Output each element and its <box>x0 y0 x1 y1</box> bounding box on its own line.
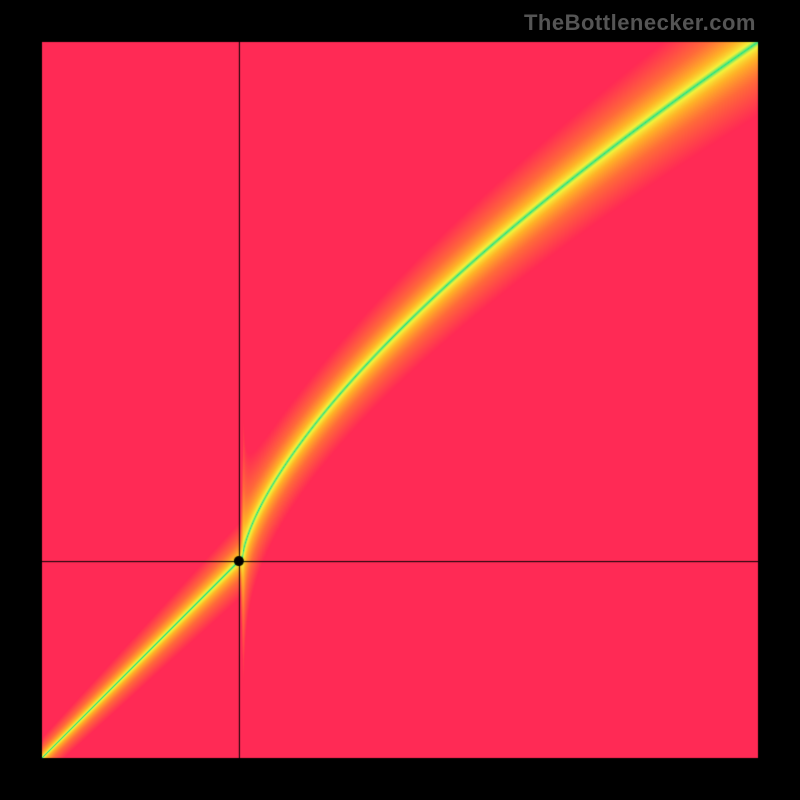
heatmap-canvas <box>0 0 800 800</box>
chart-container: TheBottlenecker.com <box>0 0 800 800</box>
watermark-text: TheBottlenecker.com <box>524 10 756 36</box>
